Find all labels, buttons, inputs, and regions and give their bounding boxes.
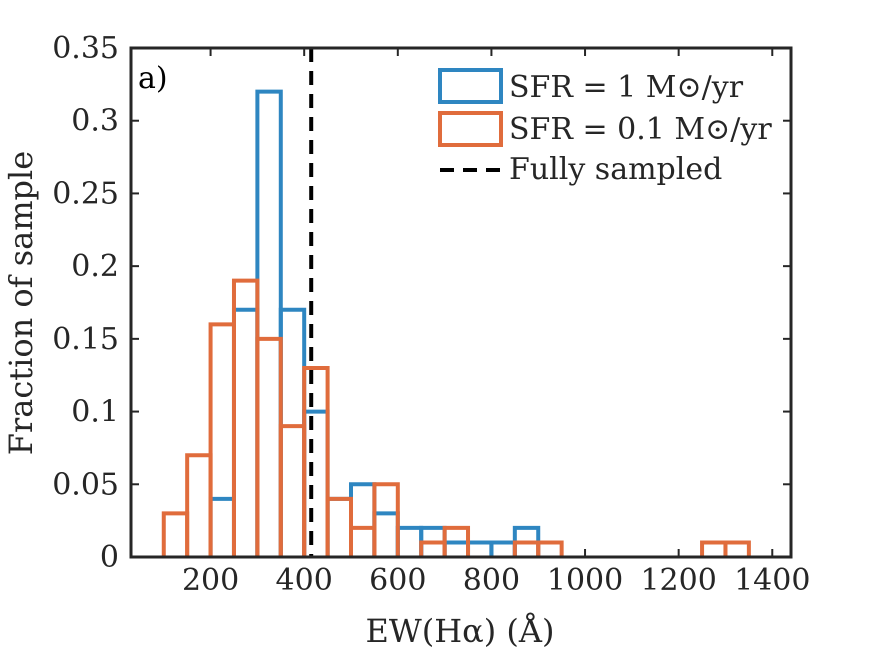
bar-s1-300 xyxy=(255,336,283,557)
bar-s1-500 xyxy=(349,525,377,557)
bar-s0-450 xyxy=(325,496,353,557)
bar-s0-700 xyxy=(442,540,471,557)
legend-label-sfr-0-1: SFR = 0.1 M⊙/yr xyxy=(509,112,772,147)
x-tick-label-800: 800 xyxy=(463,563,520,598)
bar-s1-550 xyxy=(372,482,400,557)
legend-label-sfr-1: SFR = 1 M⊙/yr xyxy=(509,70,744,105)
x-tick-label-600: 600 xyxy=(369,563,426,598)
x-tick-label-400: 400 xyxy=(276,563,333,598)
y-axis-title: Fraction of sample xyxy=(2,151,40,455)
bar-s1-350 xyxy=(278,424,307,557)
bar-s1-400 xyxy=(302,365,330,557)
bar-s0-250 xyxy=(231,307,260,557)
x-tick-label-1200: 1200 xyxy=(640,563,716,598)
legend-label-fully-sampled: Fully sampled xyxy=(509,152,722,187)
bar-s1-450 xyxy=(325,496,353,557)
x-tick-label-200: 200 xyxy=(182,563,239,598)
panel-label: a) xyxy=(138,61,168,96)
bar-s1-850 xyxy=(512,540,541,557)
bar-s0-550 xyxy=(372,511,400,557)
legend-swatch-sfr-0-1 xyxy=(438,111,503,147)
x-ticks: 200 400 600 800 1000 1200 1400 xyxy=(182,48,810,598)
x-axis-title: EW(Hα) (Å) xyxy=(366,612,555,650)
legend: SFR = 1 M⊙/yr SFR = 0.1 M⊙/yr Fully samp… xyxy=(438,68,772,187)
bar-s1-200 xyxy=(208,322,236,557)
bar-s0-600 xyxy=(395,525,424,557)
bar-s1-100 xyxy=(161,511,190,557)
bar-s1-150 xyxy=(185,453,213,557)
y-tick-label-0.35: 0.35 xyxy=(52,31,119,66)
bar-s0-750 xyxy=(466,540,494,557)
y-tick-label-0.05: 0.05 xyxy=(52,467,119,502)
y-tick-label-0: 0 xyxy=(100,540,119,575)
y-tick-label-0.15: 0.15 xyxy=(52,322,119,357)
legend-swatch-sfr-1 xyxy=(438,68,503,104)
x-tick-label-1400: 1400 xyxy=(734,563,810,598)
bar-s0-300 xyxy=(255,89,283,557)
bar-s1-1250 xyxy=(700,540,728,557)
y-tick-label-0.2: 0.2 xyxy=(71,249,119,284)
bar-s1-900 xyxy=(536,540,564,557)
bar-s1-250 xyxy=(231,278,260,557)
bar-s1-650 xyxy=(419,540,447,557)
y-ticks: 0 0.05 0.1 0.15 0.2 0.25 0.3 0.35 xyxy=(52,31,791,575)
bar-s1-1300 xyxy=(723,540,751,557)
histogram-bars xyxy=(161,89,751,557)
y-tick-label-0.3: 0.3 xyxy=(71,104,119,139)
bar-s0-500 xyxy=(349,482,377,557)
bar-s0-200 xyxy=(208,496,236,557)
x-tick-label-1000: 1000 xyxy=(547,563,623,598)
bar-s1-700 xyxy=(442,525,471,557)
bar-s0-400 xyxy=(302,409,330,557)
y-tick-label-0.1: 0.1 xyxy=(71,395,119,430)
bar-s0-350 xyxy=(278,307,307,557)
bar-s0-800 xyxy=(489,540,517,557)
plot-frame xyxy=(129,46,793,559)
y-tick-label-0.25: 0.25 xyxy=(52,176,119,211)
series-1 xyxy=(161,278,751,557)
